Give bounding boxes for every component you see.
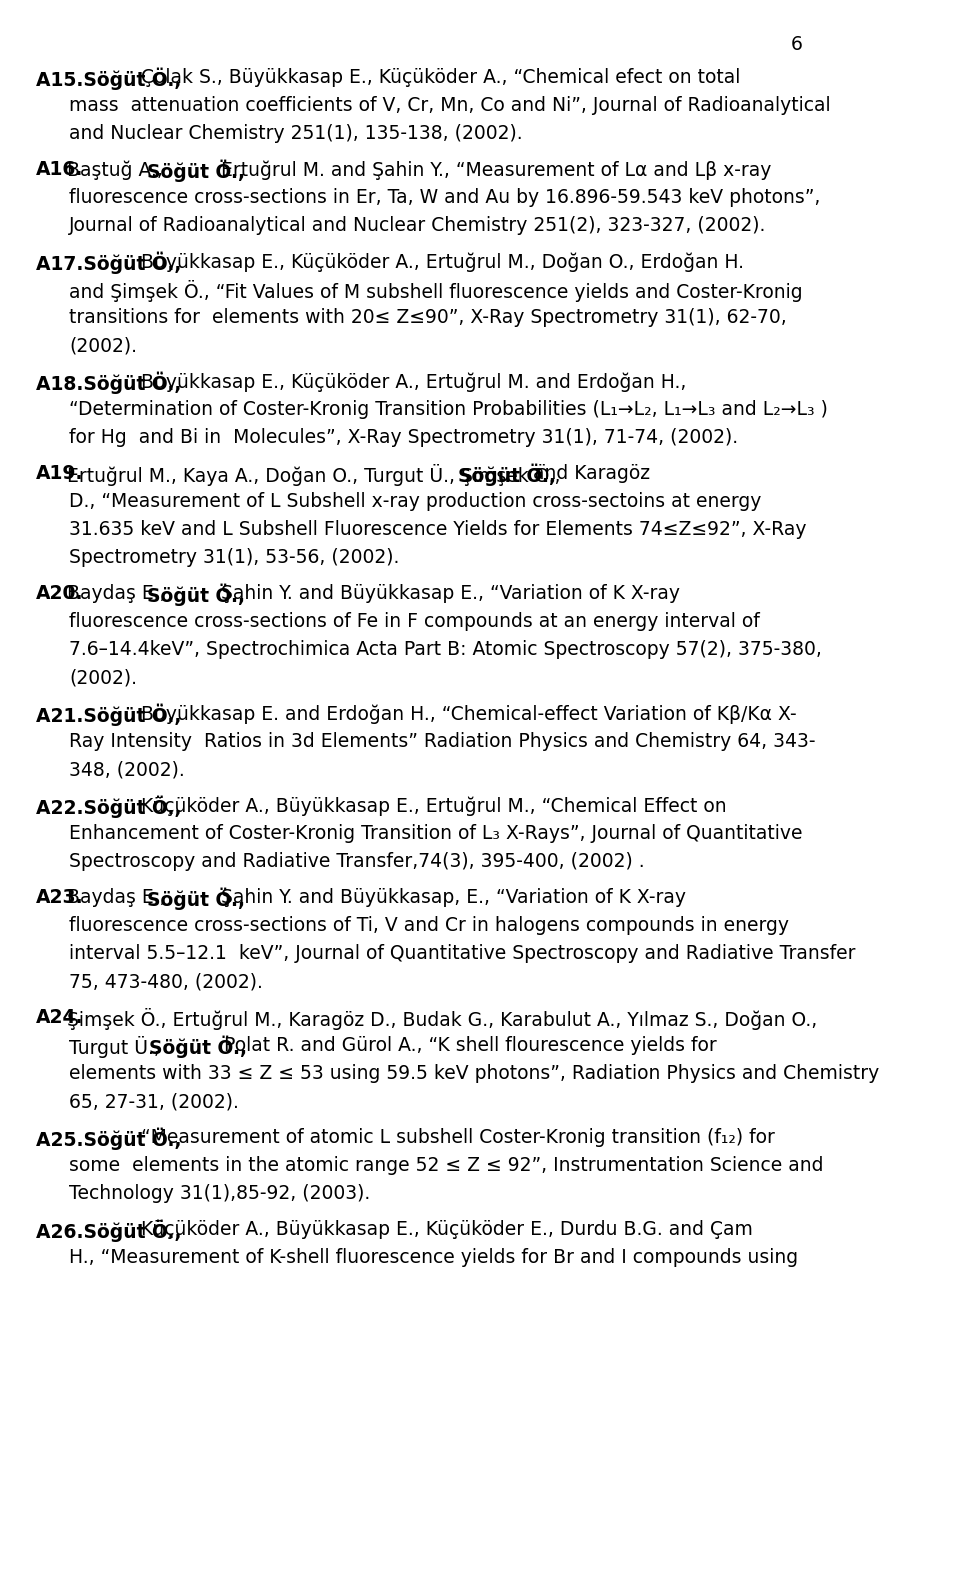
Text: Söğüt Ö.,: Söğüt Ö., xyxy=(147,585,245,607)
Text: A15.Söğüt Ö.,: A15.Söğüt Ö., xyxy=(36,68,181,90)
Text: fluorescence cross-sections of Ti, V and Cr in halogens compounds in energy: fluorescence cross-sections of Ti, V and… xyxy=(69,916,789,935)
Text: Polat R. and Gürol A., “K shell flourescence yields for: Polat R. and Gürol A., “K shell flouresc… xyxy=(218,1035,716,1054)
Text: Büyükkasap E., Küçüköder A., Ertuğrul M. and Erdoğan H.,: Büyükkasap E., Küçüköder A., Ertuğrul M.… xyxy=(135,372,686,391)
Text: Büyükkasap E. and Erdoğan H., “Chemical-effect Variation of Kβ/Kα X-: Büyükkasap E. and Erdoğan H., “Chemical-… xyxy=(135,704,797,723)
Text: some  elements in the atomic range 52 ≤ Z ≤ 92”, Instrumentation Science and: some elements in the atomic range 52 ≤ Z… xyxy=(69,1157,824,1176)
Text: fluorescence cross-sections in Er, Ta, W and Au by 16.896-59.543 keV photons”,: fluorescence cross-sections in Er, Ta, W… xyxy=(69,188,821,206)
Text: 7.6–14.4keV”, Spectrochimica Acta Part B: Atomic Spectroscopy 57(2), 375-380,: 7.6–14.4keV”, Spectrochimica Acta Part B… xyxy=(69,640,822,659)
Text: (2002).: (2002). xyxy=(69,668,137,687)
Text: elements with 33 ≤ Z ≤ 53 using 59.5 keV photons”, Radiation Physics and Chemist: elements with 33 ≤ Z ≤ 53 using 59.5 keV… xyxy=(69,1064,879,1083)
Text: mass  attenuation coefficients of V, Cr, Mn, Co and Ni”, Journal of Radioanalyti: mass attenuation coefficients of V, Cr, … xyxy=(69,96,831,115)
Text: A20.: A20. xyxy=(36,585,84,604)
Text: A23.: A23. xyxy=(36,887,84,908)
Text: Technology 31(1),85-92, (2003).: Technology 31(1),85-92, (2003). xyxy=(69,1184,371,1202)
Text: Ertuğrul M., Kaya A., Doğan O., Turgut Ü., Şimşek Ö.,: Ertuğrul M., Kaya A., Doğan O., Turgut Ü… xyxy=(67,463,566,485)
Text: Söğüt Ö.,: Söğüt Ö., xyxy=(147,887,245,911)
Text: A26.Söğüt Ö.,: A26.Söğüt Ö., xyxy=(36,1220,181,1242)
Text: 31.635 keV and L Subshell Fluorescence Yields for Elements 74≤Z≤92”, X-Ray: 31.635 keV and L Subshell Fluorescence Y… xyxy=(69,520,806,539)
Text: “Measurement of atomic L subshell Coster-Kronig transition (f₁₂) for: “Measurement of atomic L subshell Coster… xyxy=(135,1128,775,1147)
Text: Baydaş E.,: Baydaş E., xyxy=(67,585,172,604)
Text: 348, (2002).: 348, (2002). xyxy=(69,760,185,779)
Text: for Hg  and Bi in  Molecules”, X-Ray Spectrometry 31(1), 71-74, (2002).: for Hg and Bi in Molecules”, X-Ray Spect… xyxy=(69,429,738,448)
Text: 75, 473-480, (2002).: 75, 473-480, (2002). xyxy=(69,972,263,991)
Text: Journal of Radioanalytical and Nuclear Chemistry 251(2), 323-327, (2002).: Journal of Radioanalytical and Nuclear C… xyxy=(69,216,767,235)
Text: 65, 27-31, (2002).: 65, 27-31, (2002). xyxy=(69,1092,239,1111)
Text: Büyükkasap E., Küçüköder A., Ertuğrul M., Doğan O., Erdoğan H.: Büyükkasap E., Küçüköder A., Ertuğrul M.… xyxy=(135,252,744,271)
Text: Söğüt Ö.,: Söğüt Ö., xyxy=(149,1035,247,1059)
Text: fluorescence cross-sections of Fe in F compounds at an energy interval of: fluorescence cross-sections of Fe in F c… xyxy=(69,611,760,630)
Text: Küçüköder A., Büyükkasap E., Küçüköder E., Durdu B.G. and Çam: Küçüköder A., Büyükkasap E., Küçüköder E… xyxy=(135,1220,753,1239)
Text: Ertuğrul M. and Şahin Y., “Measurement of Lα and Lβ x-ray: Ertuğrul M. and Şahin Y., “Measurement o… xyxy=(215,161,772,180)
Text: Ray Intensity  Ratios in 3d Elements” Radiation Physics and Chemistry 64, 343-: Ray Intensity Ratios in 3d Elements” Rad… xyxy=(69,731,816,752)
Text: A21.Söğüt Ö.,: A21.Söğüt Ö., xyxy=(36,704,181,727)
Text: H., “Measurement of K-shell fluorescence yields for Br and I compounds using: H., “Measurement of K-shell fluorescence… xyxy=(69,1248,799,1267)
Text: A17.Söğüt Ö.,: A17.Söğüt Ö., xyxy=(36,252,181,274)
Text: Şahin Y. and Büyükkasap, E., “Variation of K X-ray: Şahin Y. and Büyükkasap, E., “Variation … xyxy=(215,887,686,908)
Text: Baydaş E.,: Baydaş E., xyxy=(67,887,172,908)
Text: A16.: A16. xyxy=(36,161,84,180)
Text: transitions for  elements with 20≤ Z≤90”, X-Ray Spectrometry 31(1), 62-70,: transitions for elements with 20≤ Z≤90”,… xyxy=(69,307,787,326)
Text: and Karagöz: and Karagöz xyxy=(527,463,650,482)
Text: and Nuclear Chemistry 251(1), 135-138, (2002).: and Nuclear Chemistry 251(1), 135-138, (… xyxy=(69,125,523,143)
Text: A24.: A24. xyxy=(36,1009,84,1028)
Text: A19.: A19. xyxy=(36,463,84,482)
Text: Söğüt Ö.,: Söğüt Ö., xyxy=(147,161,245,183)
Text: Küçüköder A., Büyükkasap E., Ertuğrul M., “Chemical Effect on: Küçüköder A., Büyükkasap E., Ertuğrul M.… xyxy=(135,796,727,815)
Text: Baştuğ A.,: Baştuğ A., xyxy=(67,161,169,180)
Text: “Determination of Coster-Kronig Transition Probabilities (L₁→L₂, L₁→L₃ and L₂→L₃: “Determination of Coster-Kronig Transiti… xyxy=(69,400,828,419)
Text: Şahin Y. and Büyükkasap E., “Variation of K X-ray: Şahin Y. and Büyükkasap E., “Variation o… xyxy=(215,585,680,604)
Text: Söğüt Ö.,: Söğüt Ö., xyxy=(458,463,557,487)
Text: Şimşek Ö., Ertuğrul M., Karagöz D., Budak G., Karabulut A., Yılmaz S., Doğan O.,: Şimşek Ö., Ertuğrul M., Karagöz D., Buda… xyxy=(67,1009,817,1031)
Text: interval 5.5–12.1  keV”, Journal of Quantitative Spectroscopy and Radiative Tran: interval 5.5–12.1 keV”, Journal of Quant… xyxy=(69,944,855,963)
Text: Turgut Ü.,: Turgut Ü., xyxy=(69,1035,166,1057)
Text: A22.Söğüt Ö.,: A22.Söğüt Ö., xyxy=(36,796,181,818)
Text: A25.Söğüt Ö.,: A25.Söğüt Ö., xyxy=(36,1128,181,1150)
Text: A18.Söğüt Ö.,: A18.Söğüt Ö., xyxy=(36,372,181,394)
Text: 6: 6 xyxy=(791,35,803,54)
Text: (2002).: (2002). xyxy=(69,336,137,355)
Text: D., “Measurement of L Subshell x-ray production cross-sectoins at energy: D., “Measurement of L Subshell x-ray pro… xyxy=(69,492,761,511)
Text: and Şimşek Ö., “Fit Values of M subshell fluorescence yields and Coster-Kronig: and Şimşek Ö., “Fit Values of M subshell… xyxy=(69,281,803,303)
Text: Spectroscopy and Radiative Transfer,74(3), 395-400, (2002) .: Spectroscopy and Radiative Transfer,74(3… xyxy=(69,853,645,872)
Text: Spectrometry 31(1), 53-56, (2002).: Spectrometry 31(1), 53-56, (2002). xyxy=(69,548,399,567)
Text: Çolak S., Büyükkasap E., Küçüköder A., “Chemical efect on total: Çolak S., Büyükkasap E., Küçüköder A., “… xyxy=(135,68,740,87)
Text: Enhancement of Coster-Kronig Transition of L₃ X-Rays”, Journal of Quantitative: Enhancement of Coster-Kronig Transition … xyxy=(69,824,803,843)
